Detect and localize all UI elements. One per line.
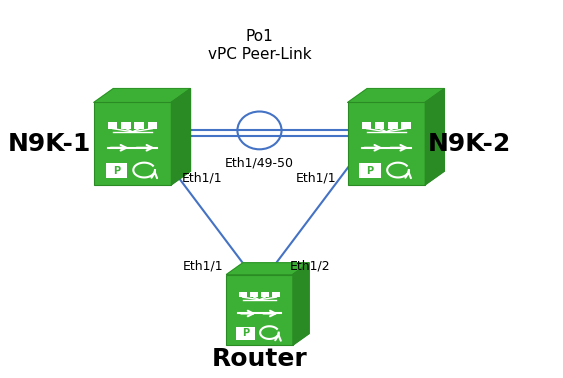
FancyBboxPatch shape xyxy=(272,292,280,297)
Text: P: P xyxy=(113,166,120,176)
FancyBboxPatch shape xyxy=(105,164,127,178)
Polygon shape xyxy=(94,88,190,102)
Polygon shape xyxy=(226,263,309,274)
FancyBboxPatch shape xyxy=(388,122,397,129)
FancyBboxPatch shape xyxy=(348,102,425,185)
Polygon shape xyxy=(425,88,444,185)
FancyBboxPatch shape xyxy=(122,122,131,129)
FancyBboxPatch shape xyxy=(375,122,385,129)
FancyBboxPatch shape xyxy=(94,102,171,185)
FancyBboxPatch shape xyxy=(148,122,157,129)
Text: P: P xyxy=(242,328,249,338)
FancyBboxPatch shape xyxy=(239,292,247,297)
Text: Router: Router xyxy=(212,347,307,371)
Text: Eth1/1: Eth1/1 xyxy=(296,171,337,184)
Text: Eth1/1: Eth1/1 xyxy=(183,260,224,273)
FancyBboxPatch shape xyxy=(401,122,411,129)
Text: P: P xyxy=(367,166,374,176)
Polygon shape xyxy=(293,263,309,345)
Text: Eth1/1: Eth1/1 xyxy=(182,171,223,184)
Text: N9K-2: N9K-2 xyxy=(427,132,511,156)
FancyBboxPatch shape xyxy=(250,292,258,297)
Text: N9K-1: N9K-1 xyxy=(8,132,91,156)
FancyBboxPatch shape xyxy=(359,164,381,178)
FancyBboxPatch shape xyxy=(362,122,372,129)
FancyBboxPatch shape xyxy=(236,327,255,340)
FancyBboxPatch shape xyxy=(226,274,293,345)
Text: Eth1/49-50: Eth1/49-50 xyxy=(225,156,294,169)
FancyBboxPatch shape xyxy=(108,122,118,129)
Polygon shape xyxy=(348,88,444,102)
FancyBboxPatch shape xyxy=(261,292,269,297)
FancyBboxPatch shape xyxy=(135,122,144,129)
Polygon shape xyxy=(171,88,190,185)
Text: Eth1/2: Eth1/2 xyxy=(290,260,330,273)
Text: Po1
vPC Peer-Link: Po1 vPC Peer-Link xyxy=(208,29,311,62)
